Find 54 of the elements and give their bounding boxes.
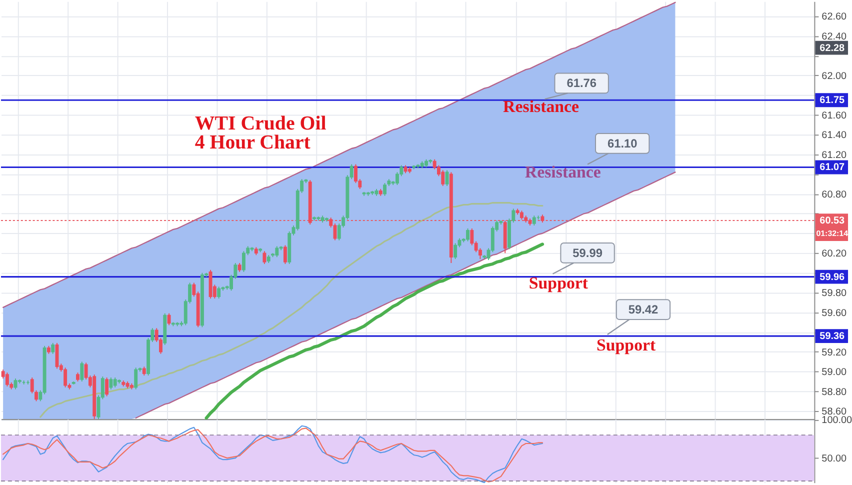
y-tick-label: 60.20 [822,248,848,260]
candlestick [354,164,358,184]
candlestick [80,361,84,382]
y-tick-label: 100.00 [822,415,852,426]
text: WTI Crude Oil 4 Hour Chart [194,112,327,154]
candlestick [51,342,55,354]
ref-line-label: 59.96 [820,272,846,283]
y-tick-label: 61.60 [822,110,848,122]
candlestick [5,372,9,387]
annotation: Resistance [503,96,580,116]
candlestick [64,367,68,388]
candlestick [262,250,266,264]
y-tick-label: 59.20 [822,347,848,358]
y-tick-label: 58.80 [822,386,848,398]
candlestick [242,250,246,272]
y-tick-label: 62.00 [822,70,848,82]
ref-line-label: 59.36 [820,331,846,342]
text: 01:32:14 [816,229,849,238]
y-tick-label: 62.40 [822,31,848,42]
y-tick-label: 59.60 [822,308,848,319]
candlestick [283,244,287,264]
ref-line-label: 61.75 [820,95,846,106]
y-tick-label: 60.80 [822,189,848,200]
y-tick-label: 61.40 [822,130,848,142]
candlestick [441,170,445,187]
candlestick [14,378,18,390]
y-tick-label: 61.20 [822,150,848,161]
annotation: Support [528,274,588,293]
candlestick [30,377,34,394]
candlestick [109,377,113,390]
candlestick [34,390,38,402]
annotation: 59.99 [572,246,603,260]
candlestick [454,242,458,260]
annotation: 61.10 [607,136,638,150]
y-tick-label: 59.00 [822,367,848,378]
candlestick [275,246,279,258]
annotation: Resistance [524,162,602,182]
y-tick-label: 62.60 [822,12,848,23]
candlestick [167,312,171,326]
annotation: 59.42 [628,302,658,317]
annotation: Support [596,335,656,354]
candlestick [113,377,117,388]
candlestick [532,215,536,226]
annotation: 62.28 [820,42,846,54]
ref-line-label: 61.07 [820,162,846,174]
y-tick-label: 50.00 [822,454,848,465]
annotation: 61.76 [566,76,597,90]
candlestick [134,367,138,390]
candlestick [105,377,109,397]
candlestick [217,286,221,300]
ref-line-label: 60.53 [820,216,846,227]
candlestick [466,228,470,242]
y-tick-label: 59.80 [822,288,848,300]
candlestick [383,182,387,196]
